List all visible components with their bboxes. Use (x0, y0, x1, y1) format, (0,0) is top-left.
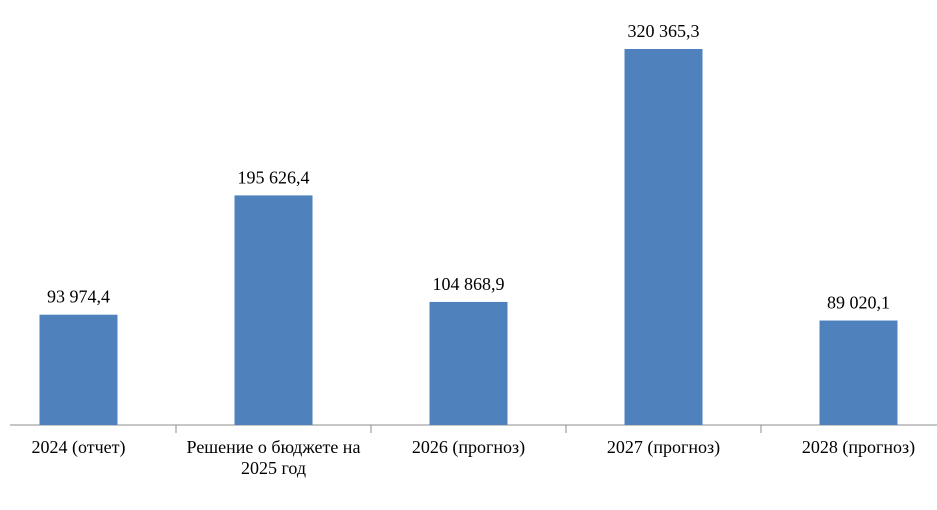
bar (429, 301, 508, 425)
bar (234, 195, 313, 425)
data-label: 104 868,9 (433, 274, 505, 294)
x-tick-label: 2028 (прогноз) (801, 437, 916, 457)
x-tick-label: Решение о бюджете на 2025 год (186, 437, 361, 478)
data-label: 320 365,3 (628, 21, 700, 41)
x-tick-label: 2026 (прогноз) (411, 437, 526, 457)
x-tick-label-box: 2026 (прогноз) (411, 437, 526, 457)
x-tick-label-box: Решение о бюджете на 2025 год (186, 437, 361, 478)
data-label: 89 020,1 (827, 293, 890, 313)
data-label: 195 626,4 (238, 167, 310, 187)
x-tick-label-box: 2028 (прогноз) (801, 437, 916, 457)
bar (624, 49, 703, 425)
x-tick-label: 2024 (отчет) (31, 437, 126, 457)
data-label: 93 974,4 (47, 287, 110, 307)
bar (819, 320, 898, 425)
x-tick-label: 2027 (прогноз) (606, 437, 721, 457)
bar (39, 314, 118, 425)
x-tick-label-box: 2027 (прогноз) (606, 437, 721, 457)
x-tick-label-box: 2024 (отчет) (31, 437, 126, 457)
